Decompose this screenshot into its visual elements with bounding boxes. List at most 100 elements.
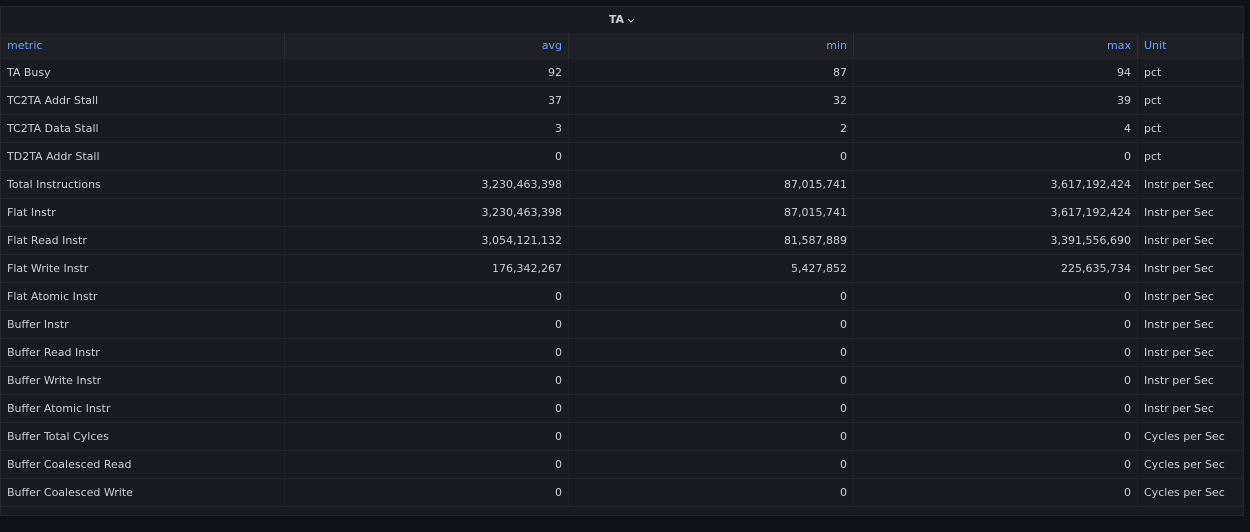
table-cell: 37	[285, 87, 569, 114]
table-cell: 176,342,267	[285, 255, 569, 282]
table-cell: Flat Instr	[1, 199, 285, 226]
table-cell: 2	[569, 115, 854, 142]
table-cell: Instr per Sec	[1138, 227, 1243, 254]
table-cell: 0	[569, 423, 854, 450]
table-cell: 0	[285, 479, 569, 506]
table-cell: 87,015,741	[569, 199, 854, 226]
table-cell: 0	[854, 283, 1138, 310]
table-row: Buffer Instr 0 0 0 Instr per Sec	[1, 311, 1243, 339]
table-cell: 0	[569, 395, 854, 422]
table-cell: 32	[569, 87, 854, 114]
table-cell: 3,054,121,132	[285, 227, 569, 254]
table-cell: 0	[285, 451, 569, 478]
table-cell: 0	[854, 451, 1138, 478]
table-row: Buffer Coalesced Read 0 0 0 Cycles per Sec	[1, 451, 1243, 479]
table-cell: 0	[854, 339, 1138, 366]
table-cell: 0	[854, 423, 1138, 450]
table-cell: 3,230,463,398	[285, 199, 569, 226]
table-cell: Cycles per Sec	[1138, 451, 1243, 478]
table-cell: 0	[569, 451, 854, 478]
table-row: TC2TA Addr Stall 37 32 39 pct	[1, 87, 1243, 115]
table-cell: TD2TA Addr Stall	[1, 143, 285, 170]
table-cell: pct	[1138, 115, 1243, 142]
table-cell: Cycles per Sec	[1138, 423, 1243, 450]
table-cell: 3,617,192,424	[854, 199, 1138, 226]
table-cell: 39	[854, 87, 1138, 114]
table-cell: Buffer Coalesced Write	[1, 479, 285, 506]
table-cell: Instr per Sec	[1138, 395, 1243, 422]
panel-header[interactable]: TA	[1, 13, 1243, 26]
table-cell: 3,230,463,398	[285, 171, 569, 198]
table-row: Buffer Coalesced Write 0 0 0 Cycles per Sec	[1, 479, 1243, 507]
table-cell: 81,587,889	[569, 227, 854, 254]
table-cell: 0	[285, 423, 569, 450]
table-cell: Instr per Sec	[1138, 339, 1243, 366]
table-cell: 0	[569, 339, 854, 366]
table-cell: 0	[569, 479, 854, 506]
table-row: TA Busy 92 87 94 pct	[1, 59, 1243, 87]
column-header[interactable]: metric	[1, 33, 285, 58]
table-cell: Buffer Instr	[1, 311, 285, 338]
table-row: Buffer Write Instr 0 0 0 Instr per Sec	[1, 367, 1243, 395]
column-header[interactable]: Unit	[1138, 33, 1243, 58]
table-panel: TA metric avg min max Unit TA Busy 92 87 94 pct TC…	[0, 6, 1244, 516]
table-cell: 0	[854, 143, 1138, 170]
table-cell: pct	[1138, 143, 1243, 170]
table-row: Flat Read Instr 3,054,121,132 81,587,889 3,…	[1, 227, 1243, 255]
table-cell: Cycles per Sec	[1138, 479, 1243, 506]
panel-title[interactable]: TA	[608, 13, 625, 26]
table-cell: 0	[285, 395, 569, 422]
table-cell: TC2TA Data Stall	[1, 115, 285, 142]
table-cell: 92	[285, 59, 569, 86]
table-cell: Flat Atomic Instr	[1, 283, 285, 310]
table-cell: Buffer Write Instr	[1, 367, 285, 394]
table-cell: 0	[569, 143, 854, 170]
table-cell: Flat Read Instr	[1, 227, 285, 254]
table-cell: 0	[569, 283, 854, 310]
table-cell: 3,617,192,424	[854, 171, 1138, 198]
table-cell: Instr per Sec	[1138, 171, 1243, 198]
table-cell: 3,391,556,690	[854, 227, 1138, 254]
table-cell: 0	[854, 479, 1138, 506]
table-cell: Instr per Sec	[1138, 255, 1243, 282]
table-cell: 0	[285, 283, 569, 310]
table-row: Flat Atomic Instr 0 0 0 Instr per Sec	[1, 283, 1243, 311]
table-cell: 5,427,852	[569, 255, 854, 282]
table-cell: Instr per Sec	[1138, 283, 1243, 310]
table-cell: 94	[854, 59, 1138, 86]
table-cell: Buffer Total Cylces	[1, 423, 285, 450]
column-header[interactable]: avg	[285, 33, 569, 58]
table-cell: 0	[285, 367, 569, 394]
column-header[interactable]: min	[569, 33, 854, 58]
table-cell: 0	[854, 311, 1138, 338]
table-cell: Instr per Sec	[1138, 367, 1243, 394]
table-row: Buffer Total Cylces 0 0 0 Cycles per Sec	[1, 423, 1243, 451]
table-cell: pct	[1138, 87, 1243, 114]
table-cell: Flat Write Instr	[1, 255, 285, 282]
table-row: TD2TA Addr Stall 0 0 0 pct	[1, 143, 1243, 171]
table-row: Flat Instr 3,230,463,398 87,015,741 3,617,1…	[1, 199, 1243, 227]
table-row: Buffer Atomic Instr 0 0 0 Instr per Sec	[1, 395, 1243, 423]
table-cell: 0	[569, 367, 854, 394]
table-cell: 0	[285, 311, 569, 338]
table-cell: Instr per Sec	[1138, 199, 1243, 226]
table-cell: Instr per Sec	[1138, 311, 1243, 338]
chevron-icon[interactable]	[627, 16, 635, 24]
table-row: Buffer Read Instr 0 0 0 Instr per Sec	[1, 339, 1243, 367]
table-cell: Buffer Read Instr	[1, 339, 285, 366]
table-cell: 0	[285, 143, 569, 170]
table-cell: 0	[569, 311, 854, 338]
table-row: Total Instructions 3,230,463,398 87,015,74…	[1, 171, 1243, 199]
table-row: TC2TA Data Stall 3 2 4 pct	[1, 115, 1243, 143]
table-cell: 0	[854, 395, 1138, 422]
column-header[interactable]: max	[854, 33, 1138, 58]
table-row: Flat Write Instr 176,342,267 5,427,852 225,…	[1, 255, 1243, 283]
table-cell: pct	[1138, 59, 1243, 86]
table-cell: 87,015,741	[569, 171, 854, 198]
table-cell: 4	[854, 115, 1138, 142]
table-cell: 87	[569, 59, 854, 86]
table-cell: TC2TA Addr Stall	[1, 87, 285, 114]
table-cell: 0	[285, 339, 569, 366]
table-cell: 225,635,734	[854, 255, 1138, 282]
